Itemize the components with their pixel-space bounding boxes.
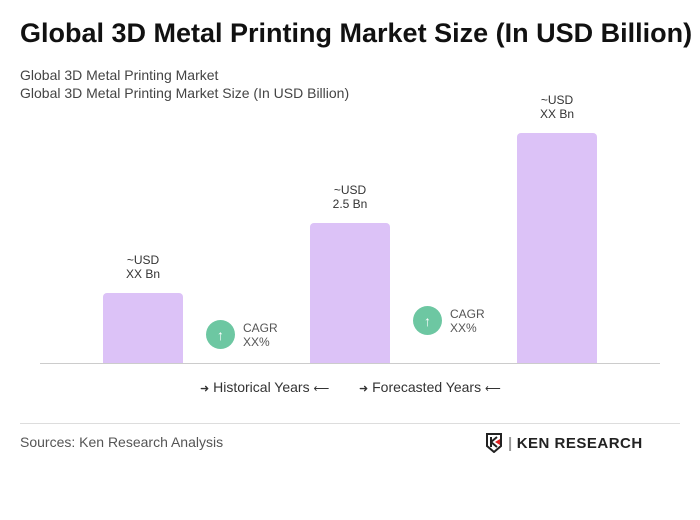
sources: Sources: Ken Research Analysis [20, 434, 224, 450]
bar-2 [310, 223, 390, 363]
data-label-1: ~USD XX Bn [125, 253, 161, 281]
legend-historical: ➜ Historical Years ⟵ [200, 379, 330, 395]
data-label-2: ~USD 2.5 Bn [332, 183, 368, 211]
logo-icon [486, 433, 502, 453]
cagr-1: ↑ CAGR XX% [206, 320, 278, 349]
legend-forecasted: ➜ Forecasted Years ⟵ [359, 379, 501, 395]
page-title: Global 3D Metal Printing Market Size (In… [20, 18, 693, 48]
arrow-up-icon: ↑ [413, 306, 442, 335]
bar-1 [103, 293, 183, 363]
ken-research-logo: | KEN RESEARCH [486, 433, 643, 453]
arrow-up-icon: ↑ [206, 320, 235, 349]
subtitle: Global 3D Metal Printing Market [20, 67, 219, 83]
data-label-3: ~USD XX Bn [539, 93, 575, 121]
divider [20, 423, 680, 424]
subtitle-2: Global 3D Metal Printing Market Size (In… [20, 85, 350, 101]
cagr-2: ↑ CAGR XX% [413, 306, 485, 335]
bar-3 [517, 133, 597, 363]
x-axis [40, 363, 660, 364]
